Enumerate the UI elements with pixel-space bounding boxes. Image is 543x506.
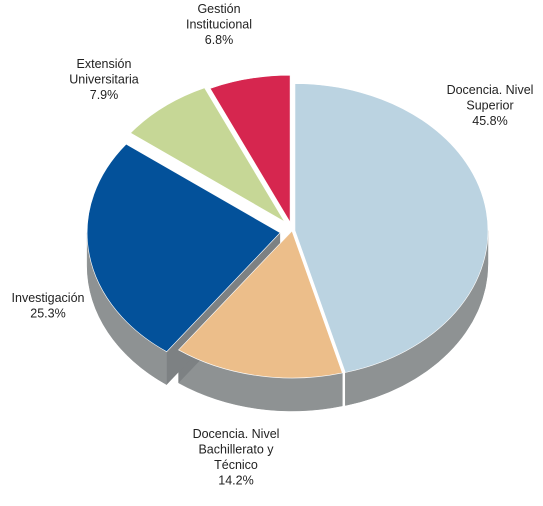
pie-label-extension-universitaria: Extensión Universitaria 7.9% (69, 57, 139, 102)
pie-slice-extension-universitaria (130, 87, 286, 223)
pie-label-gestion-institucional: Gestión Institucional 6.8% (186, 2, 252, 47)
pie-category-label: Docencia. Nivel (447, 83, 534, 97)
pie-category-label: Gestión (197, 2, 240, 16)
pie-label-investigacion: Investigación 25.3% (12, 291, 85, 321)
pie-value-label: 14.2% (218, 474, 253, 488)
pie-value-label: 25.3% (30, 307, 65, 321)
pie-category-label: Extensión (77, 57, 132, 71)
pie-slice-investigacion (86, 143, 281, 353)
pie-category-label: Universitaria (69, 73, 139, 87)
pie-slice-docencia-nivel-superior (294, 83, 489, 373)
pie-label-docencia-nivel-superior: Docencia. Nivel Superior 45.8% (447, 83, 534, 128)
pie-label-docencia-nivel-bachillerato-y-tecnico: Docencia. Nivel Bachillerato y Técnico 14.2… (193, 427, 280, 488)
pie-labels: Docencia. Nivel Superior 45.8%Docencia. Ni… (12, 2, 534, 488)
pie-slice-docencia-nivel-bachillerato-y-tecnico (178, 230, 343, 379)
pie-slices (86, 74, 489, 379)
pie-category-label: Superior (466, 99, 513, 113)
pie-slice-gestion-institucional (209, 74, 291, 224)
pie-value-label: 7.9% (90, 88, 119, 102)
pie-category-label: Técnico (214, 458, 258, 472)
pie-value-label: 6.8% (205, 33, 234, 47)
pie-category-label: Investigación (12, 291, 85, 305)
pie-category-label: Institucional (186, 18, 252, 32)
pie-category-label: Bachillerato y (198, 443, 274, 457)
pie-category-label: Docencia. Nivel (193, 427, 280, 441)
pie-value-label: 45.8% (472, 114, 507, 128)
